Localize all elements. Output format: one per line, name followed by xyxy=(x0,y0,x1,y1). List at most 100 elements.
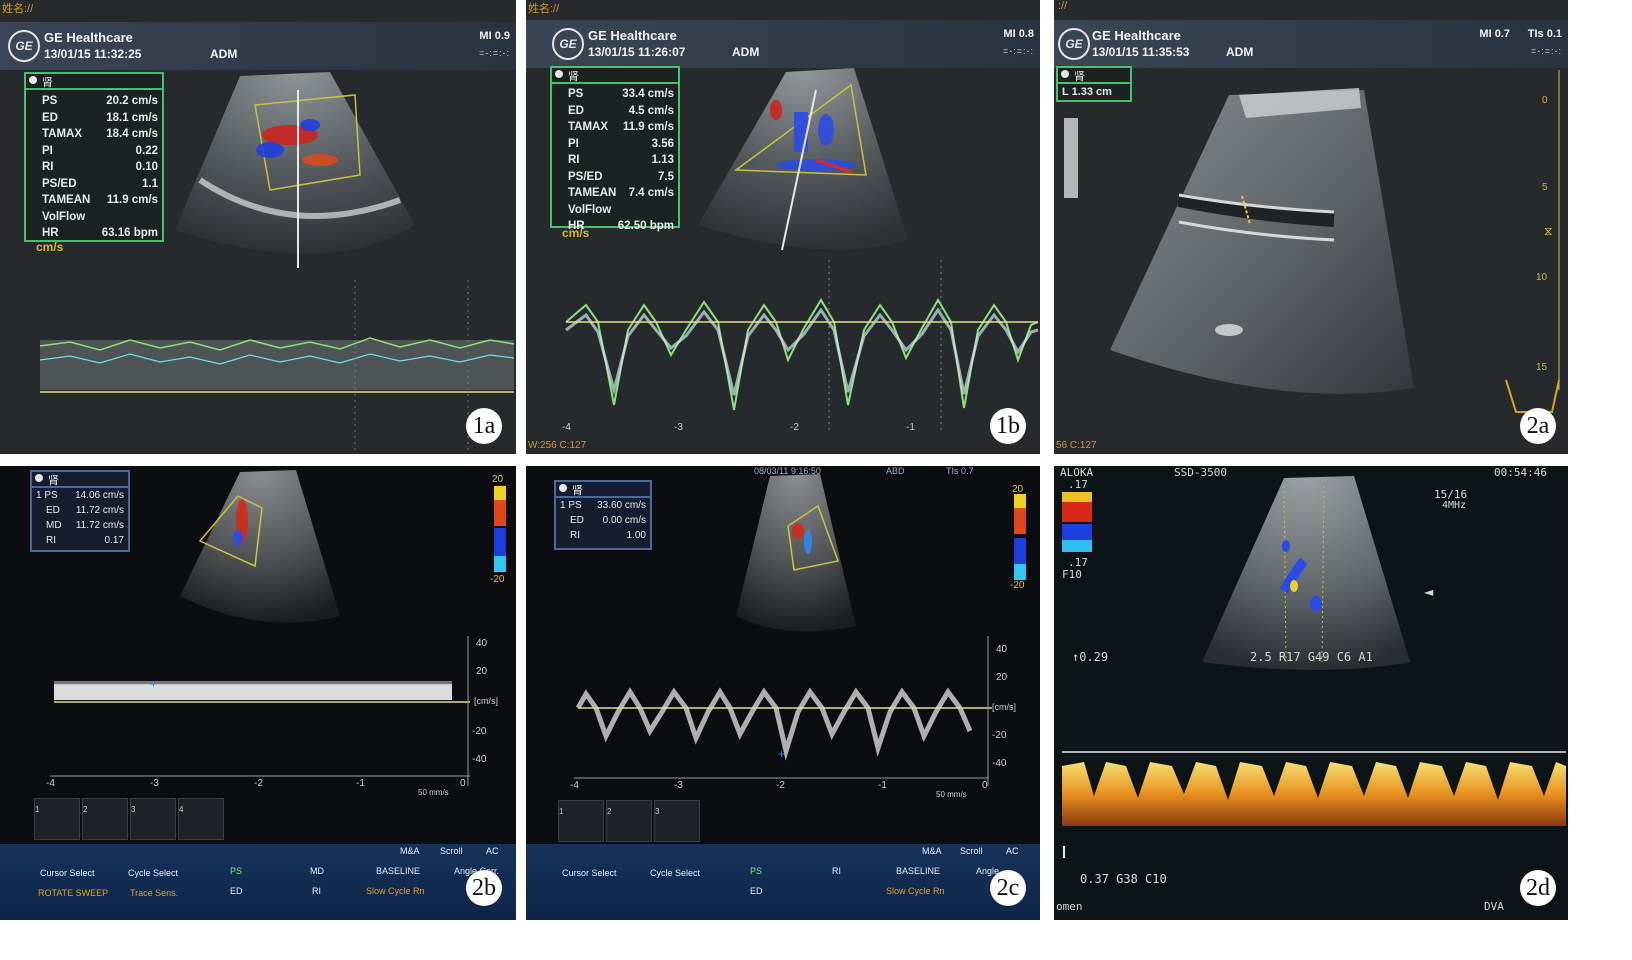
ge-header: GE GE Healthcare 13/01/15 11:26:07 ADM M… xyxy=(526,20,1040,68)
status-dashes: =-:=:-: xyxy=(478,48,510,58)
image-parameters: 2.5 R17 G49 C6 A1 xyxy=(1250,650,1373,664)
measurement-row: PI 0.22 xyxy=(42,144,158,157)
softkey-ps[interactable]: PS xyxy=(230,866,243,876)
velocity-tick: -40 xyxy=(992,758,1007,769)
exam-datetime: 13/01/15 11:26:07 xyxy=(588,45,686,59)
depth-tick: 0 xyxy=(1542,95,1548,106)
time-tick: -1 xyxy=(878,780,887,791)
time-tick: -3 xyxy=(150,778,159,789)
softkey-ri[interactable]: RI xyxy=(312,886,321,896)
time-tick: 0 xyxy=(982,780,988,791)
depth-tick: 15 xyxy=(1536,362,1548,373)
softkey-baseline[interactable]: BASELINE xyxy=(896,866,941,876)
tab-ac[interactable]: AC xyxy=(486,846,499,856)
cine-thumbnail[interactable]: 1 xyxy=(558,800,604,842)
softkey-baseline[interactable]: BASELINE xyxy=(376,866,421,876)
baseline-value: ↑0.29 xyxy=(1072,650,1109,664)
velocity-unit: cm/s xyxy=(562,226,590,240)
softkey-ri[interactable]: RI xyxy=(832,866,841,876)
time-tick: -1 xyxy=(906,422,915,433)
panel-2b: + 肾 1 PS 14.06 cm/s ED 11.72 cm/s MD 11.72 … xyxy=(0,466,516,920)
softkey-cursor-select[interactable]: Cursor Select xyxy=(562,868,617,878)
softkey-slow-cycle[interactable]: Slow Cycle Rn xyxy=(886,886,945,896)
cine-thumbnail[interactable]: 3 xyxy=(130,798,176,840)
svg-text:+: + xyxy=(778,747,785,761)
tab-scroll[interactable]: Scroll xyxy=(440,846,463,856)
measurement-box-1b: 肾 PS 33.4 cm/s ED 4.5 cm/s TAMAX 11.9 cm/s … xyxy=(550,66,680,232)
tab-ma[interactable]: M&A xyxy=(400,846,420,856)
tab-ma[interactable]: M&A xyxy=(922,846,942,856)
time-tick: -4 xyxy=(570,780,579,791)
velocity-tick: -20 xyxy=(992,730,1007,741)
header-time: 00:54:46 xyxy=(1494,466,1547,479)
measurement-row: TAMAX 18.4 cm/s xyxy=(42,128,158,140)
measurement-box-2b: 肾 1 PS 14.06 cm/s ED 11.72 cm/s MD 11.72 cm… xyxy=(30,470,130,552)
softkey-cursor-select[interactable]: Cursor Select xyxy=(40,868,95,878)
svg-text:◄: ◄ xyxy=(1424,585,1434,599)
header-aloka: ALOKA xyxy=(1060,466,1094,479)
panel-label-2d: 2d xyxy=(1520,870,1556,906)
softkey-cycle-select[interactable]: Cycle Select xyxy=(650,868,701,878)
softkey-cycle-select[interactable]: Cycle Select xyxy=(128,868,179,878)
measurement-row: RI 1.00 xyxy=(570,530,646,541)
ultrasound-image-1b xyxy=(565,68,1039,430)
softkey-slow-cycle[interactable]: Slow Cycle Rn xyxy=(366,886,425,896)
panel-1a: 姓名:// GE GE Healthcare 13/01/15 11:32:25… xyxy=(0,0,516,454)
tab-scroll[interactable]: Scroll xyxy=(960,846,983,856)
measurement-row: ED 18.1 cm/s xyxy=(42,111,158,124)
velocity-tick: -20 xyxy=(472,726,487,737)
measurement-box-1a: 肾 PS 20.2 cm/s ED 18.1 cm/s TAMAX 18.4 cm/s… xyxy=(24,72,164,242)
velocity-tick: 40 xyxy=(996,644,1008,655)
velocity-unit: [cm/s] xyxy=(992,702,1016,712)
softkey-ed[interactable]: ED xyxy=(230,886,243,896)
color-scale-top: 20 xyxy=(1012,484,1024,495)
cine-thumbnail[interactable]: 2 xyxy=(82,798,128,840)
cine-thumbnail[interactable]: 1 xyxy=(34,798,80,840)
measurement-row: PS/ED 1.1 xyxy=(42,177,158,190)
measurement-row: RI 1.13 xyxy=(568,154,674,166)
header-abd: ABD xyxy=(886,466,905,476)
cine-thumbnail[interactable]: 4 xyxy=(178,798,224,840)
tab-ac[interactable]: AC xyxy=(1006,846,1019,856)
measurement-list: PS 20.2 cm/s ED 18.1 cm/s TAMAX 18.4 cm/s P… xyxy=(26,90,162,242)
measurement-row: HR 62.50 bpm xyxy=(568,220,674,232)
measurement-box-2a: 肾 L 1.33 cm xyxy=(1056,66,1132,102)
focus-marker-icon: ⧖ xyxy=(1544,224,1553,238)
frequency: 4MHz xyxy=(1442,500,1467,511)
window-level: W:256 C:127 xyxy=(528,440,587,451)
color-scale-bottom: -20 xyxy=(490,574,505,585)
measurement-list: PS 33.4 cm/s ED 4.5 cm/s TAMAX 11.9 cm/s PI… xyxy=(552,84,678,235)
softkey-md[interactable]: MD xyxy=(310,866,324,876)
panel-2a: :// GE GE Healthcare 13/01/15 11:35:53 A… xyxy=(1054,0,1568,454)
softkey-angle[interactable]: Angle xyxy=(976,866,1000,876)
time-tick: -3 xyxy=(674,780,683,791)
brand-name: GE Healthcare xyxy=(44,30,133,45)
measurement-box-2c: 肾 1 PS 33.60 cm/s ED 0.00 cm/s RI 1.00 xyxy=(554,480,652,550)
exam-datetime: 13/01/15 11:32:25 xyxy=(44,47,142,61)
panel-2c: 08/03/11 9:16:50 ABD TIs 0.7 + 肾 1 PS 33.… xyxy=(526,466,1040,920)
panel-label-2c: 2c xyxy=(990,870,1026,906)
depth-tick: 10 xyxy=(1536,272,1548,283)
time-tick: -1 xyxy=(356,778,365,789)
cine-thumbnail[interactable]: 2 xyxy=(606,800,652,842)
measurement-row: VolFlow xyxy=(568,203,612,216)
ge-header: GE GE Healthcare 13/01/15 11:32:25 ADM M… xyxy=(0,22,516,70)
softkey-ed[interactable]: ED xyxy=(750,886,763,896)
footer-right: DVA xyxy=(1484,900,1504,913)
color-scale-bottom: -20 xyxy=(1010,580,1025,591)
ultrasound-image-2c: + xyxy=(574,474,1026,786)
mi-value: MI 0.9 xyxy=(479,30,510,42)
mi-value: MI 0.7 xyxy=(1479,28,1510,40)
cine-thumbnail[interactable]: 3 xyxy=(654,800,700,842)
softkey-ps[interactable]: PS xyxy=(750,866,763,876)
tis-value: TIs 0.1 xyxy=(1527,28,1562,40)
time-tick: -4 xyxy=(46,778,55,789)
time-tick: -2 xyxy=(254,778,263,789)
panel-label-2a: 2a xyxy=(1520,408,1556,444)
softkey-rotate-sweep[interactable]: ROTATE SWEEP xyxy=(38,888,109,898)
ge-header: GE GE Healthcare 13/01/15 11:35:53 ADM M… xyxy=(1054,20,1568,68)
status-dashes: =-:=:-: xyxy=(1530,46,1562,56)
time-tick: -3 xyxy=(674,422,683,433)
measurement-row: RI 0.17 xyxy=(46,535,124,546)
softkey-trace-sens[interactable]: Trace Sens. xyxy=(130,888,179,898)
